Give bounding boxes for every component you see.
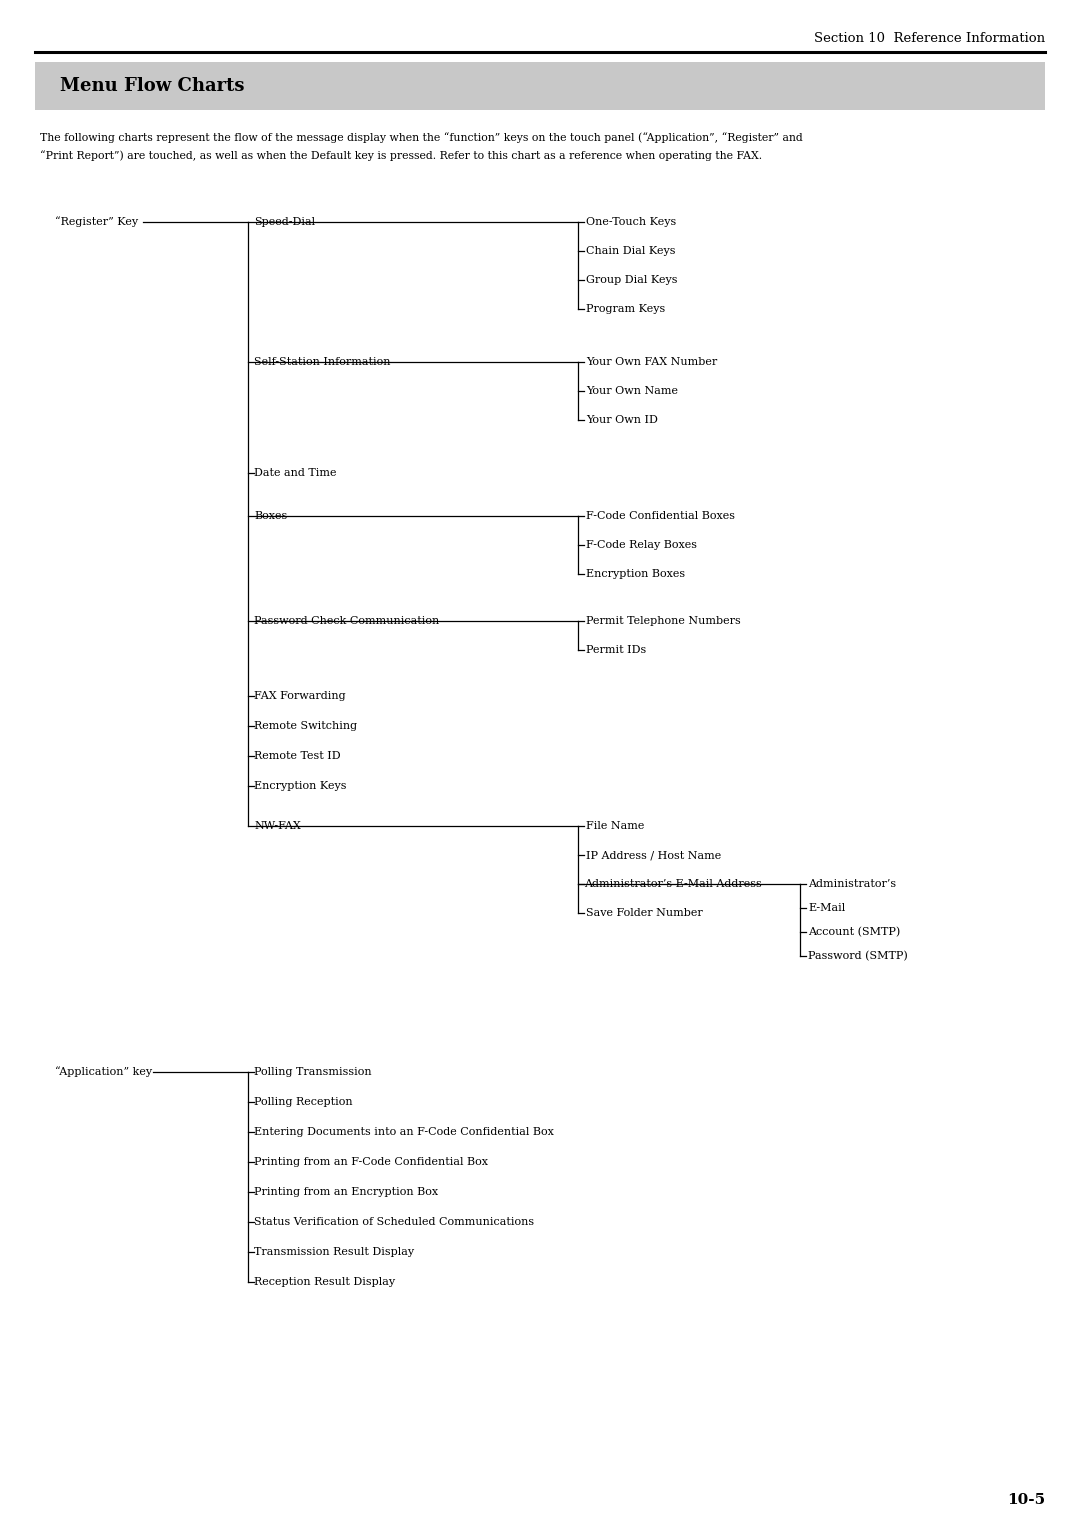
Text: Account (SMTP): Account (SMTP): [808, 927, 901, 937]
Text: Your Own FAX Number: Your Own FAX Number: [586, 358, 717, 367]
Text: “Print Report”) are touched, as well as when the Default key is pressed. Refer t: “Print Report”) are touched, as well as …: [40, 150, 762, 160]
Text: Save Folder Number: Save Folder Number: [586, 908, 703, 918]
Text: Entering Documents into an F-Code Confidential Box: Entering Documents into an F-Code Confid…: [254, 1128, 554, 1137]
Text: Chain Dial Keys: Chain Dial Keys: [586, 246, 675, 257]
Text: Self-Station Information: Self-Station Information: [254, 358, 391, 367]
Text: F-Code Confidential Boxes: F-Code Confidential Boxes: [586, 510, 735, 521]
Text: Group Dial Keys: Group Dial Keys: [586, 275, 677, 286]
Text: Administrator’s: Administrator’s: [808, 879, 896, 889]
Text: Polling Transmission: Polling Transmission: [254, 1067, 372, 1077]
Text: Polling Reception: Polling Reception: [254, 1097, 353, 1106]
Text: Menu Flow Charts: Menu Flow Charts: [60, 76, 244, 95]
Text: Remote Test ID: Remote Test ID: [254, 750, 340, 761]
Text: “Application” key: “Application” key: [55, 1067, 152, 1077]
Text: Encryption Keys: Encryption Keys: [254, 781, 347, 792]
Text: “Register” Key: “Register” Key: [55, 217, 138, 228]
Text: Printing from an F-Code Confidential Box: Printing from an F-Code Confidential Box: [254, 1157, 488, 1167]
Text: Permit IDs: Permit IDs: [586, 645, 646, 656]
Text: Printing from an Encryption Box: Printing from an Encryption Box: [254, 1187, 438, 1196]
Text: Status Verification of Scheduled Communications: Status Verification of Scheduled Communi…: [254, 1216, 535, 1227]
Text: Administrator’s E-Mail Address: Administrator’s E-Mail Address: [584, 879, 761, 889]
Text: Password (SMTP): Password (SMTP): [808, 950, 908, 961]
Text: IP Address / Host Name: IP Address / Host Name: [586, 850, 721, 860]
Text: Permit Telephone Numbers: Permit Telephone Numbers: [586, 616, 741, 626]
Text: Password Check Communication: Password Check Communication: [254, 616, 440, 626]
Text: Section 10  Reference Information: Section 10 Reference Information: [814, 32, 1045, 44]
Text: Speed-Dial: Speed-Dial: [254, 217, 315, 228]
Text: One-Touch Keys: One-Touch Keys: [586, 217, 676, 228]
Text: NW-FAX: NW-FAX: [254, 821, 300, 831]
Text: Your Own ID: Your Own ID: [586, 416, 658, 425]
Text: Encryption Boxes: Encryption Boxes: [586, 568, 685, 579]
Text: E-Mail: E-Mail: [808, 903, 846, 914]
Text: F-Code Relay Boxes: F-Code Relay Boxes: [586, 539, 697, 550]
Text: Transmission Result Display: Transmission Result Display: [254, 1247, 414, 1258]
Text: Remote Switching: Remote Switching: [254, 721, 357, 730]
Text: Your Own Name: Your Own Name: [586, 387, 678, 396]
Bar: [35, 63, 1045, 110]
Text: File Name: File Name: [586, 821, 645, 831]
Text: Program Keys: Program Keys: [586, 304, 665, 313]
Text: Reception Result Display: Reception Result Display: [254, 1277, 395, 1287]
Text: The following charts represent the flow of the message display when the “functio: The following charts represent the flow …: [40, 131, 802, 142]
Text: Date and Time: Date and Time: [254, 468, 337, 478]
Text: FAX Forwarding: FAX Forwarding: [254, 691, 346, 701]
Text: Boxes: Boxes: [254, 510, 287, 521]
Text: 10-5: 10-5: [1007, 1493, 1045, 1507]
